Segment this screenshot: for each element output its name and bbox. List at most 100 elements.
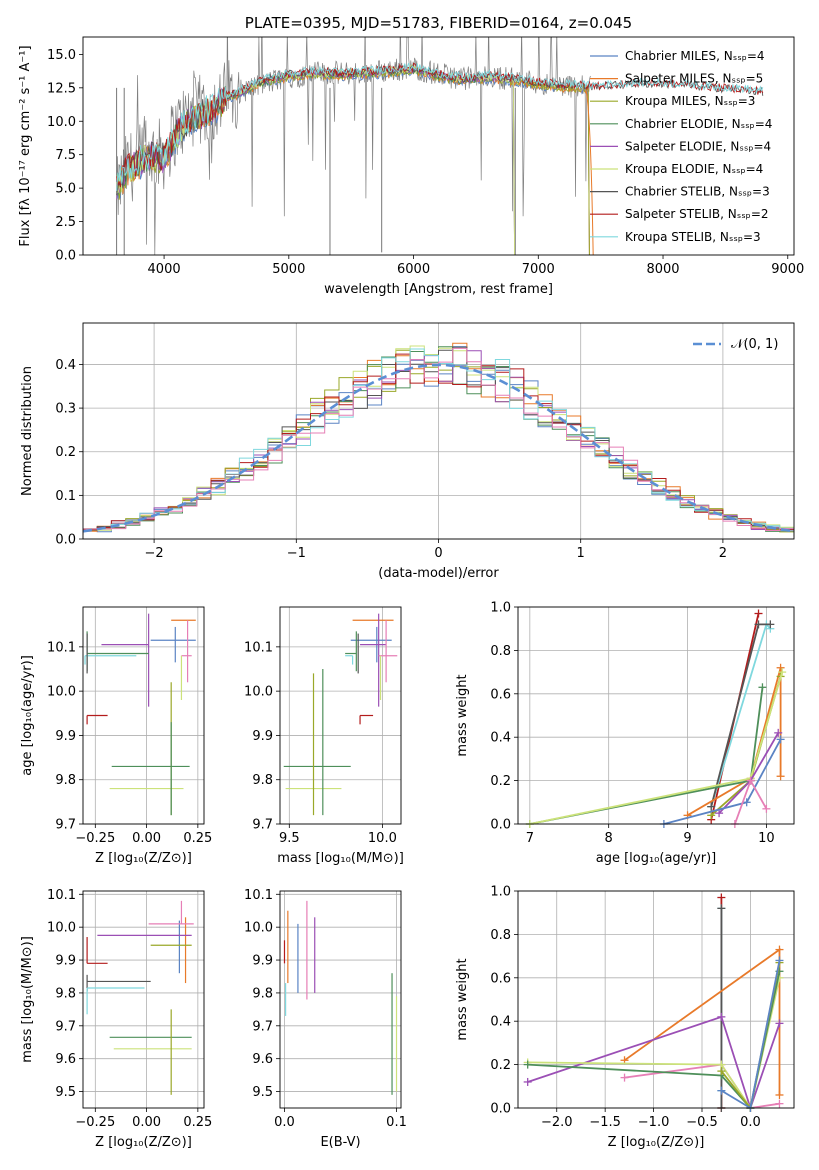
y-tick-label: 10.0 <box>47 115 76 130</box>
y-tick-label: 10.0 <box>47 685 76 700</box>
normal-curve <box>83 363 794 533</box>
legend-label: Kroupa MILES, Nₛₛₚ=3 <box>625 94 755 108</box>
x-tick-label: −0.25 <box>75 1115 115 1130</box>
x-tick-label: 9 <box>683 831 691 846</box>
axes-frame <box>517 606 795 825</box>
y-tick-label: 9.7 <box>55 818 76 833</box>
x-tick-label: 0.0 <box>274 1115 295 1130</box>
legend-label: Salpeter STELIB, Nₛₛₚ=2 <box>625 207 769 221</box>
axes-frame <box>517 890 795 1109</box>
weight-line <box>687 667 782 817</box>
x-tick-label: 0 <box>434 546 442 561</box>
massweight-vs-Z-panel: −2.0 −1.5 −1.0 −0.5 0.0 0.0 0.2 0.4 0.6 0.8 1.0 Z [… <box>455 885 795 1150</box>
y-tick-label: 9.5 <box>252 1085 273 1100</box>
axes-frame <box>82 890 205 1109</box>
y-tick-label: 9.7 <box>252 818 273 833</box>
y-tick-label: 10.1 <box>244 640 273 655</box>
spectrum-panel: PLATE=0395, MJD=51783, FIBERID=0164, z=0… <box>18 14 804 297</box>
x-tick-label: −2.0 <box>541 1115 573 1130</box>
mass-vs-Z-panel: −0.25 0.00 0.25 9.5 9.6 9.7 9.8 9.9 10.0 10.1 Z [l… <box>20 888 212 1150</box>
axes-frame <box>82 606 205 825</box>
legend-label: Chabrier MILES, Nₛₛₚ=4 <box>625 49 765 63</box>
y-tick-label: 0.8 <box>490 644 511 659</box>
y-axis-label: age [log₁₀(age/yr)] <box>20 655 35 776</box>
y-tick-label: 10.1 <box>47 888 76 903</box>
y-axis-label: mass weight <box>455 674 470 756</box>
mass-vs-EBV-panel: 0.0 0.1 9.5 9.6 9.7 9.8 9.9 10.0 10.1 E(B-V) <box>244 888 407 1150</box>
legend-label: Kroupa STELIB, Nₛₛₚ=3 <box>625 230 761 244</box>
x-tick-label: 7000 <box>522 262 555 277</box>
model-spectrum-line <box>116 66 590 255</box>
weight-line <box>710 622 771 807</box>
y-tick-label: 0.0 <box>55 533 76 548</box>
legend-label: Kroupa ELODIE, Nₛₛₚ=4 <box>625 162 763 176</box>
x-tick-label: −0.25 <box>75 831 115 846</box>
y-tick-label: 9.8 <box>55 986 76 1001</box>
y-tick-label: 0.2 <box>55 445 76 460</box>
x-tick-label: 0.00 <box>132 831 161 846</box>
y-tick-label: 9.8 <box>252 773 273 788</box>
x-tick-label: 7 <box>526 831 534 846</box>
x-tick-label: 0.1 <box>386 1115 407 1130</box>
x-axis-label: Z [log₁₀(Z/Z⊙)] <box>95 1135 192 1150</box>
x-tick-label: 8 <box>605 831 613 846</box>
y-tick-label: 7.5 <box>55 148 76 163</box>
y-tick-label: 10.0 <box>244 921 273 936</box>
y-axis-label: Normed distribution <box>20 366 35 496</box>
y-tick-label: 0.1 <box>55 489 76 504</box>
x-tick-label: 0.00 <box>132 1115 161 1130</box>
x-tick-label: −0.5 <box>686 1115 718 1130</box>
y-tick-label: 9.9 <box>252 954 273 969</box>
x-tick-label: −2 <box>145 546 164 561</box>
age-vs-mass-panel: 9.5 10.0 9.7 9.8 9.9 10.0 10.1 mass [log₁₀(M/M⊙… <box>244 606 404 866</box>
x-tick-label: −1.0 <box>638 1115 670 1130</box>
histogram-step <box>83 347 794 533</box>
y-tick-label: 9.6 <box>252 1052 273 1067</box>
x-tick-label: 8000 <box>646 262 679 277</box>
model-spectrum-line <box>116 64 516 255</box>
y-tick-label: 9.9 <box>252 729 273 744</box>
model-spectrum-line <box>116 62 764 191</box>
y-tick-label: 12.5 <box>47 81 76 96</box>
y-tick-label: 0.0 <box>490 818 511 833</box>
x-axis-label: E(B-V) <box>320 1135 360 1150</box>
x-tick-label: 4000 <box>148 262 181 277</box>
y-tick-label: 0.4 <box>55 358 76 373</box>
y-tick-label: 0.0 <box>55 249 76 264</box>
x-axis-label: Z [log₁₀(Z/Z⊙)] <box>95 851 192 866</box>
x-axis-label: Z [log₁₀(Z/Z⊙)] <box>608 1135 705 1150</box>
axes-frame <box>279 606 402 825</box>
x-tick-label: 1 <box>577 546 585 561</box>
massweight-vs-age-panel: 7 8 9 10 0.0 0.2 0.4 0.6 0.8 1.0 age [log₁₀(age/yr… <box>455 601 795 866</box>
y-tick-label: 9.5 <box>55 1085 76 1100</box>
x-axis-label: (data-model)/error <box>378 566 499 581</box>
x-tick-label: 9000 <box>771 262 804 277</box>
y-tick-label: 0.6 <box>490 971 511 986</box>
y-tick-label: 10.1 <box>47 640 76 655</box>
figure-title: PLATE=0395, MJD=51783, FIBERID=0164, z=0… <box>245 14 632 32</box>
y-tick-label: 10.0 <box>244 685 273 700</box>
weight-line <box>663 738 782 824</box>
x-tick-label: −1.5 <box>589 1115 621 1130</box>
weight-line <box>720 960 781 1108</box>
y-tick-label: 0.2 <box>490 774 511 789</box>
legend-label: Chabrier STELIB, Nₛₛₚ=3 <box>625 185 770 199</box>
y-tick-label: 9.8 <box>252 986 273 1001</box>
x-tick-label: 5000 <box>272 262 305 277</box>
x-tick-label: 0.0 <box>740 1115 761 1130</box>
y-tick-label: 1.0 <box>490 601 511 616</box>
legend-label: Salpeter MILES, Nₛₛₚ=5 <box>625 72 763 86</box>
axes-frame <box>82 322 795 540</box>
y-tick-label: 9.9 <box>55 729 76 744</box>
y-tick-label: 0.3 <box>55 402 76 417</box>
x-axis-label: wavelength [Angstrom, rest frame] <box>324 282 553 297</box>
weight-line <box>527 1015 781 1108</box>
y-tick-label: 0.8 <box>490 928 511 943</box>
age-vs-Z-panel: −0.25 0.00 0.25 9.7 9.8 9.9 10.0 10.1 Z [log₁₀(Z… <box>20 606 212 866</box>
legend-label: Salpeter ELODIE, Nₛₛₚ=4 <box>625 139 771 153</box>
x-tick-label: 6000 <box>397 262 430 277</box>
x-axis-label: age [log₁₀(age/yr)] <box>596 851 717 866</box>
y-tick-label: 2.5 <box>55 215 76 230</box>
y-tick-label: 15.0 <box>47 48 76 63</box>
